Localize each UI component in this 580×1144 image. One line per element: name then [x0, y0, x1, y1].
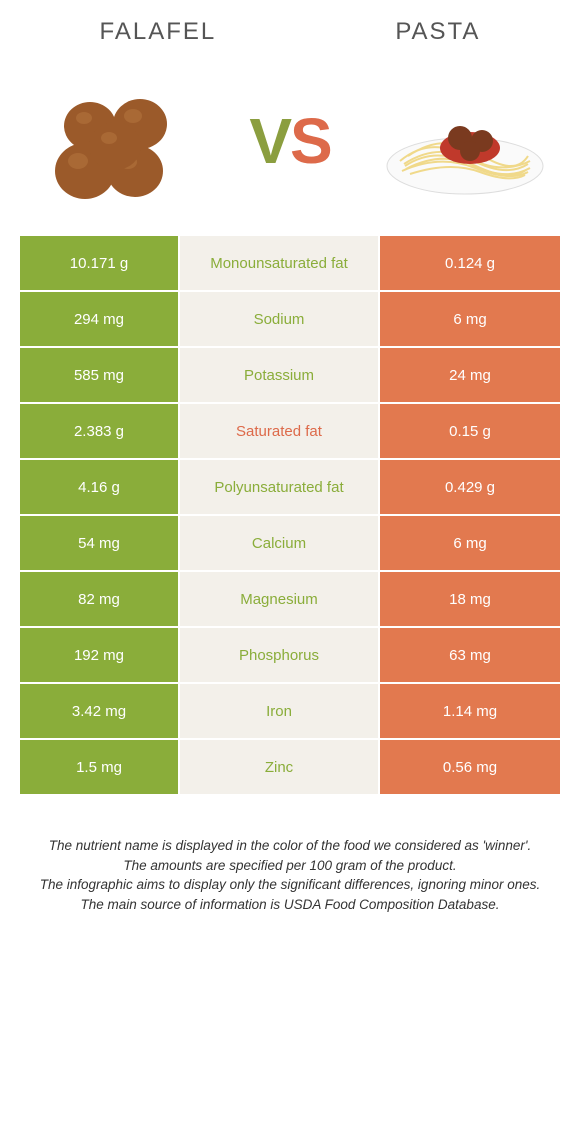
nutrient-row: 4.16 gPolyunsaturated fat0.429 g: [20, 460, 560, 516]
food-a-value: 294 mg: [20, 292, 180, 346]
food-b-value: 6 mg: [380, 292, 560, 346]
vs-label: VS: [249, 104, 330, 178]
food-b-value: 24 mg: [380, 348, 560, 402]
nutrient-row: 585 mgPotassium24 mg: [20, 348, 560, 404]
food-a-value: 82 mg: [20, 572, 180, 626]
nutrient-name: Monounsaturated fat: [180, 236, 380, 290]
food-a-value: 1.5 mg: [20, 740, 180, 794]
food-a-value: 192 mg: [20, 628, 180, 682]
food-b-value: 18 mg: [380, 572, 560, 626]
nutrient-row: 54 mgCalcium6 mg: [20, 516, 560, 572]
nutrient-row: 2.383 gSaturated fat0.15 g: [20, 404, 560, 460]
food-b-value: 6 mg: [380, 516, 560, 570]
nutrient-name: Calcium: [180, 516, 380, 570]
nutrient-name: Iron: [180, 684, 380, 738]
nutrient-name: Magnesium: [180, 572, 380, 626]
footer-line: The infographic aims to display only the…: [30, 875, 550, 895]
nutrient-row: 294 mgSodium6 mg: [20, 292, 560, 348]
footer-line: The main source of information is USDA F…: [30, 895, 550, 915]
food-b-value: 63 mg: [380, 628, 560, 682]
footer-line: The nutrient name is displayed in the co…: [30, 836, 550, 856]
food-b-value: 1.14 mg: [380, 684, 560, 738]
food-b-value: 0.56 mg: [380, 740, 560, 794]
nutrient-name: Potassium: [180, 348, 380, 402]
falafel-image: [30, 76, 200, 206]
food-a-value: 54 mg: [20, 516, 180, 570]
pasta-image: [380, 76, 550, 206]
footer-notes: The nutrient name is displayed in the co…: [0, 796, 580, 914]
nutrient-name: Saturated fat: [180, 404, 380, 458]
nutrient-table: 10.171 gMonounsaturated fat0.124 g294 mg…: [20, 236, 560, 796]
nutrient-name: Sodium: [180, 292, 380, 346]
food-b-title: Pasta: [395, 18, 480, 46]
nutrient-row: 82 mgMagnesium18 mg: [20, 572, 560, 628]
food-a-value: 3.42 mg: [20, 684, 180, 738]
hero-row: VS: [0, 56, 580, 236]
food-b-value: 0.429 g: [380, 460, 560, 514]
nutrient-name: Zinc: [180, 740, 380, 794]
footer-line: The amounts are specified per 100 gram o…: [30, 856, 550, 876]
food-a-value: 10.171 g: [20, 236, 180, 290]
food-a-value: 2.383 g: [20, 404, 180, 458]
food-a-title: Falafel: [100, 18, 217, 46]
nutrient-row: 3.42 mgIron1.14 mg: [20, 684, 560, 740]
title-row: Falafel Pasta: [0, 0, 580, 56]
nutrient-row: 1.5 mgZinc0.56 mg: [20, 740, 560, 796]
nutrient-name: Phosphorus: [180, 628, 380, 682]
nutrient-row: 192 mgPhosphorus63 mg: [20, 628, 560, 684]
food-b-value: 0.124 g: [380, 236, 560, 290]
food-b-value: 0.15 g: [380, 404, 560, 458]
nutrient-name: Polyunsaturated fat: [180, 460, 380, 514]
food-a-value: 585 mg: [20, 348, 180, 402]
food-a-value: 4.16 g: [20, 460, 180, 514]
nutrient-row: 10.171 gMonounsaturated fat0.124 g: [20, 236, 560, 292]
